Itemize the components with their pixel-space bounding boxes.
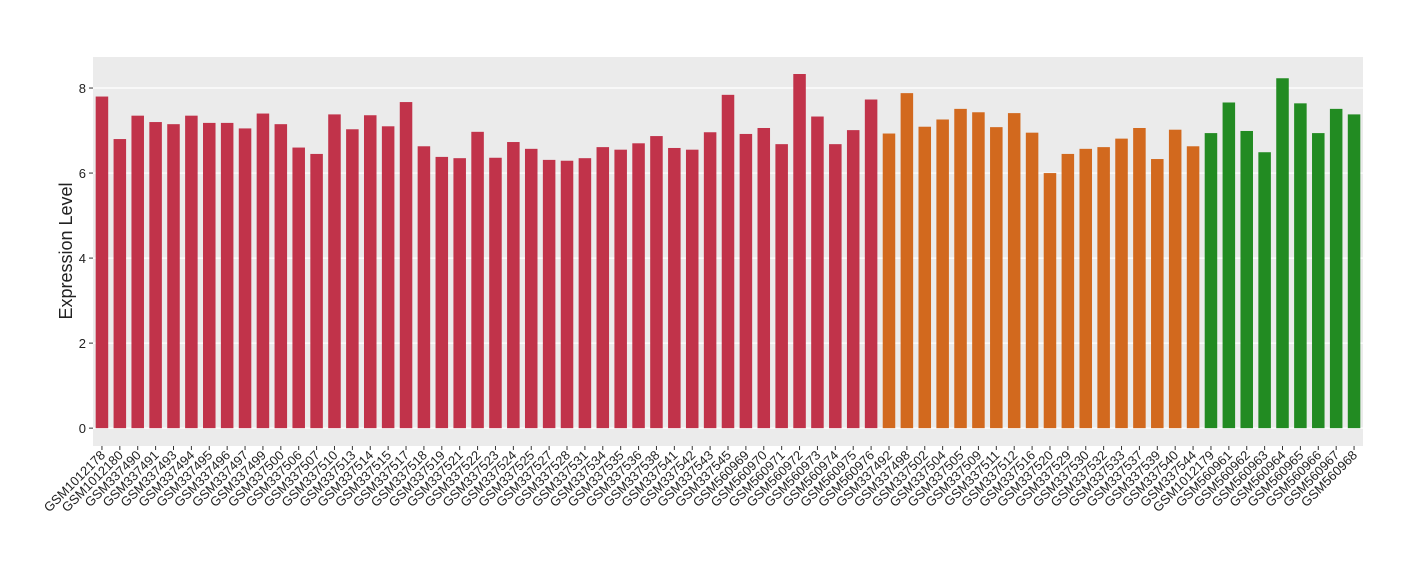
bar bbox=[1329, 108, 1343, 429]
y-tick-label: 8 bbox=[79, 81, 86, 96]
bar bbox=[489, 157, 502, 429]
bar bbox=[757, 127, 771, 429]
bar bbox=[274, 124, 288, 429]
bar bbox=[328, 114, 341, 429]
bar bbox=[936, 119, 949, 429]
y-axis-title: Expression Level bbox=[56, 182, 76, 319]
bar bbox=[1186, 146, 1200, 429]
bar bbox=[1222, 102, 1236, 429]
bar bbox=[721, 94, 735, 429]
bar bbox=[220, 122, 234, 429]
bar bbox=[596, 147, 610, 429]
bar bbox=[632, 143, 645, 429]
bar bbox=[1240, 130, 1253, 429]
bar bbox=[363, 115, 377, 429]
bar bbox=[399, 102, 413, 429]
bar bbox=[1115, 138, 1128, 429]
bar bbox=[542, 159, 556, 429]
bar bbox=[95, 96, 109, 429]
bar bbox=[650, 136, 663, 429]
y-tick-label: 0 bbox=[79, 421, 86, 436]
bar bbox=[1168, 129, 1182, 429]
bar bbox=[507, 142, 520, 429]
bar bbox=[1097, 147, 1110, 429]
bar bbox=[1061, 153, 1075, 429]
bar bbox=[793, 74, 806, 429]
bar bbox=[346, 129, 359, 429]
bar bbox=[739, 133, 753, 429]
bar bbox=[668, 147, 681, 429]
bar bbox=[1025, 132, 1039, 429]
bar bbox=[900, 93, 914, 429]
bar bbox=[811, 116, 824, 429]
bar bbox=[1347, 114, 1361, 429]
bar bbox=[918, 126, 932, 429]
y-tick-label: 2 bbox=[79, 336, 86, 351]
y-tick-label: 4 bbox=[79, 251, 86, 266]
bar bbox=[846, 130, 860, 429]
bar bbox=[381, 126, 395, 429]
bar bbox=[131, 115, 144, 429]
bar bbox=[1258, 152, 1271, 429]
bar bbox=[775, 144, 788, 429]
bar bbox=[238, 128, 252, 429]
bar bbox=[185, 115, 198, 429]
bar bbox=[453, 158, 466, 429]
bar bbox=[113, 139, 127, 429]
bar bbox=[829, 144, 842, 429]
bar bbox=[203, 122, 216, 429]
bar bbox=[310, 153, 323, 429]
bar bbox=[1151, 159, 1164, 429]
bar bbox=[256, 113, 270, 429]
bar bbox=[614, 149, 627, 429]
bar bbox=[1043, 173, 1057, 429]
bar bbox=[524, 148, 538, 429]
y-tick-label: 6 bbox=[79, 166, 86, 181]
bar bbox=[1312, 133, 1325, 429]
bar bbox=[435, 156, 449, 429]
bar bbox=[578, 158, 592, 429]
bar bbox=[1007, 113, 1021, 429]
bar bbox=[685, 149, 699, 429]
bar bbox=[864, 99, 878, 429]
bar bbox=[292, 147, 305, 429]
bar bbox=[149, 122, 162, 429]
bar bbox=[1204, 133, 1218, 429]
bar bbox=[1294, 103, 1307, 429]
bar bbox=[990, 127, 1003, 429]
bar bbox=[882, 133, 896, 429]
bar bbox=[954, 108, 967, 429]
bar bbox=[471, 131, 484, 429]
bar bbox=[1079, 148, 1093, 429]
bar bbox=[167, 124, 180, 429]
bar bbox=[1276, 78, 1289, 429]
bar bbox=[703, 132, 717, 429]
bar bbox=[1133, 127, 1146, 429]
bar bbox=[417, 146, 431, 429]
bar bbox=[972, 112, 985, 429]
bar bbox=[560, 160, 574, 429]
